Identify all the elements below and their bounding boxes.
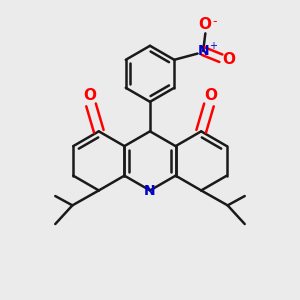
Text: O: O	[83, 88, 96, 103]
Text: N: N	[197, 44, 209, 58]
Text: +: +	[209, 41, 217, 51]
Text: N: N	[144, 184, 156, 198]
Text: O: O	[198, 17, 211, 32]
Text: -: -	[212, 15, 217, 28]
Text: O: O	[204, 88, 217, 103]
Text: O: O	[222, 52, 235, 67]
